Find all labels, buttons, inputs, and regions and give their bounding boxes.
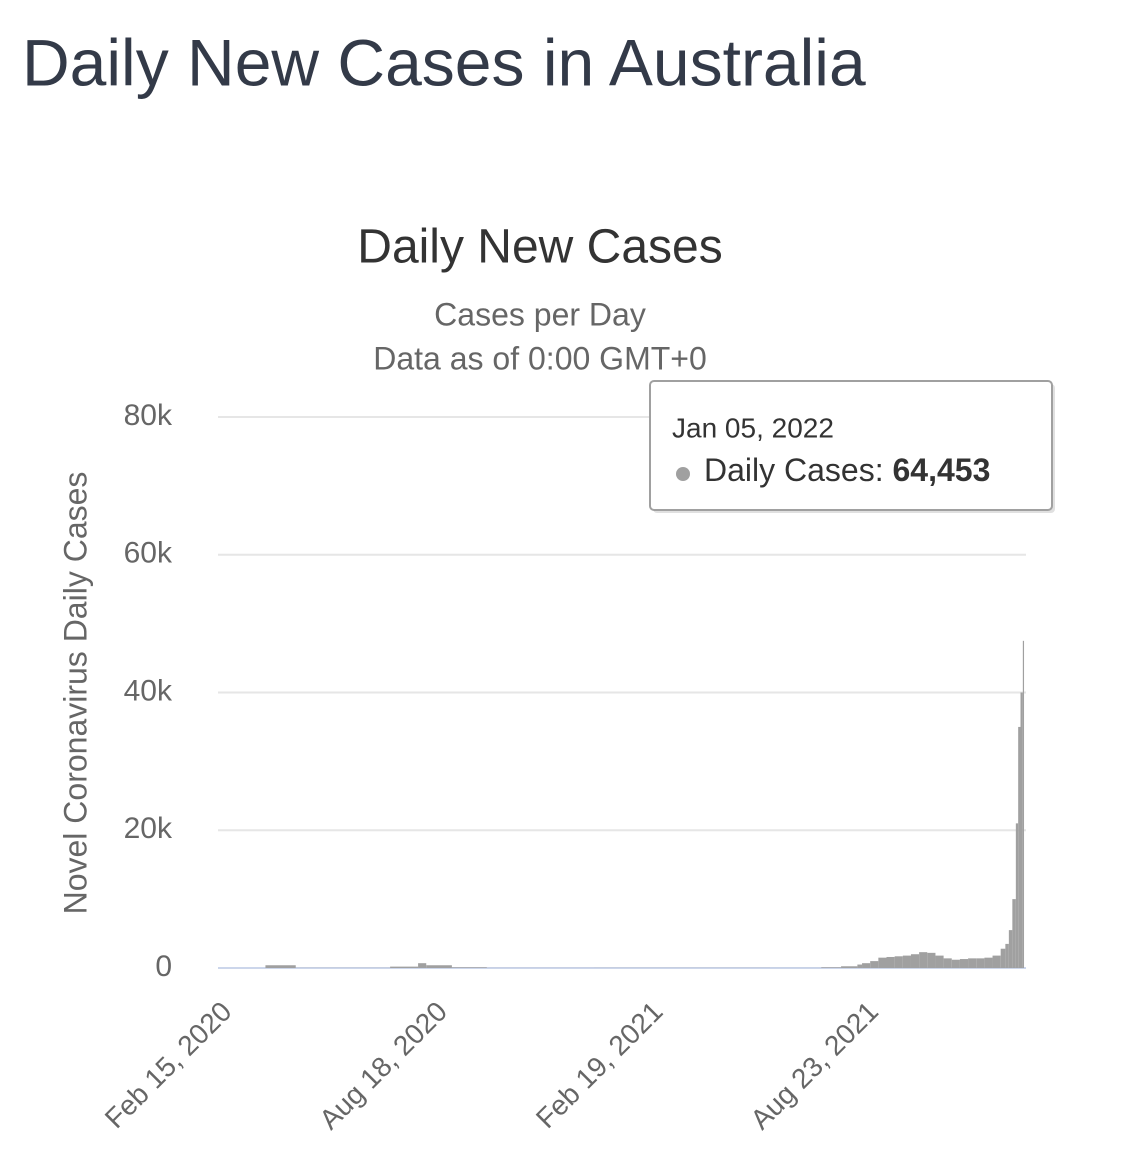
bar [1015,823,1019,968]
bar [870,961,879,968]
bar [919,952,928,968]
bar [992,955,1001,968]
tooltip: Jan 05, 2022 Daily Cases: 64,453 [649,380,1055,513]
bar [1018,726,1021,968]
y-tick-label: 0 [155,950,172,983]
bar [902,955,911,968]
bar [418,963,427,968]
bar [1022,640,1025,968]
bar [976,958,985,968]
bar [862,963,871,968]
bar [265,965,296,968]
x-tick-label: Aug 18, 2020 [313,996,453,1136]
bar [841,966,858,968]
bar [935,955,944,968]
bar [943,958,952,968]
tooltip-box [649,380,1053,511]
x-tick-label: Feb 15, 2020 [99,996,238,1135]
bar [927,952,936,968]
tooltip-value: 64,453 [893,452,991,488]
bar [878,957,887,968]
chart-title: Daily New Cases [357,221,722,274]
bar [894,956,903,968]
y-tick-label: 60k [124,537,173,570]
tooltip-marker [676,467,690,481]
y-tick-label: 40k [124,674,173,707]
y-tick-label: 80k [124,399,173,432]
bar [821,967,842,968]
x-tick-label: Feb 19, 2021 [530,996,669,1135]
bar [968,958,977,968]
bar [951,959,960,968]
bar [984,957,993,968]
bar [959,959,969,968]
tooltip-label: Daily Cases: [704,452,884,488]
bar [857,964,863,968]
tooltip-text: Daily Cases: 64,453 [704,452,990,488]
bar [910,954,920,968]
y-axis-label: Novel Coronavirus Daily Cases [57,472,93,915]
chart-subtitle: Data as of 0:00 GMT+0 [373,340,707,376]
bar [1012,899,1016,968]
bar [886,956,895,968]
x-tick-label: Aug 23, 2021 [744,996,884,1136]
bar [451,967,487,968]
bar [1008,930,1013,968]
bar [390,966,419,968]
tooltip-date: Jan 05, 2022 [672,412,834,443]
bar [426,965,452,968]
bar [1005,943,1009,968]
chart-subtitle: Cases per Day [434,296,646,332]
page-title: Daily New Cases in Australia [22,25,866,99]
bar [1020,692,1023,968]
y-tick-label: 20k [124,812,173,845]
bar [1000,948,1006,968]
